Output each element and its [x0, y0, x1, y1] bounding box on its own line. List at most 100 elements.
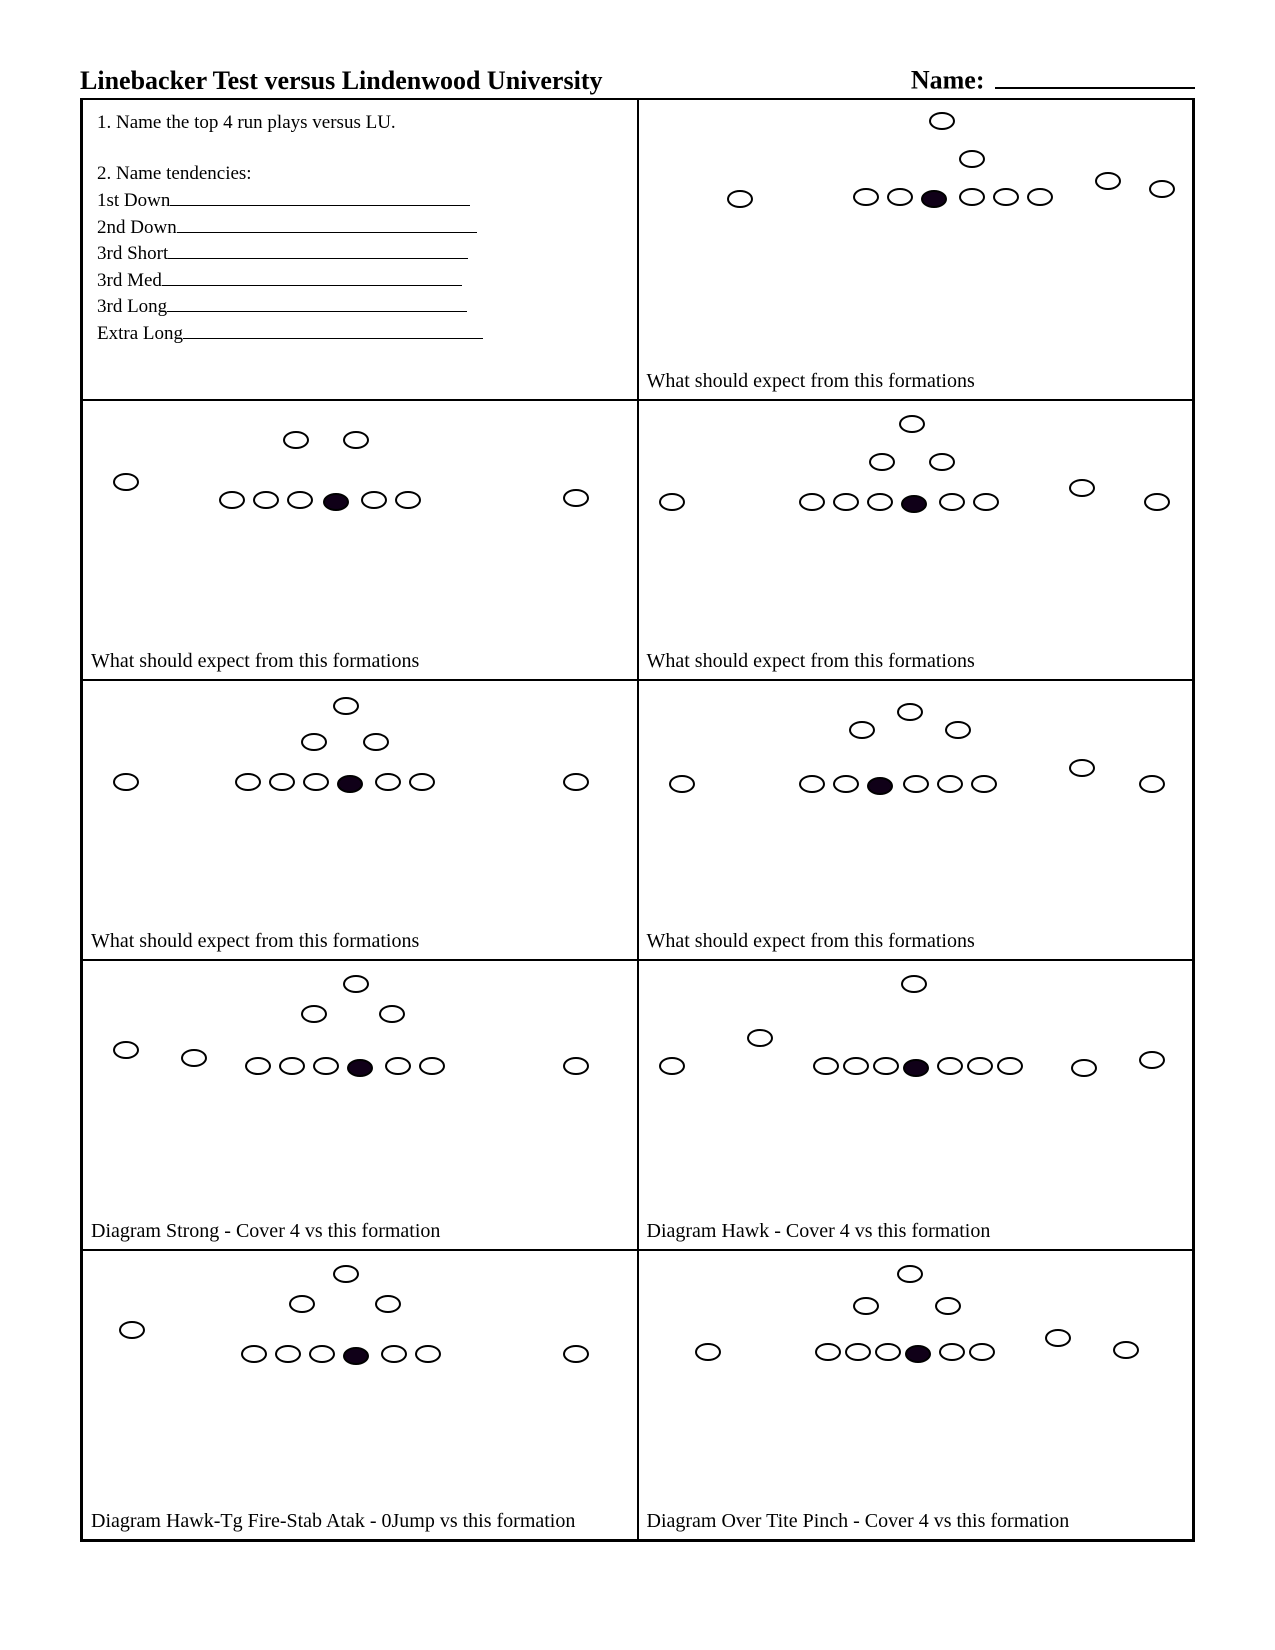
tendency-label: 3rd Med	[97, 270, 162, 291]
player-center-icon	[903, 1059, 929, 1077]
player-icon	[253, 491, 279, 509]
player-icon	[1095, 172, 1121, 190]
player-icon	[853, 1297, 879, 1315]
player-icon	[939, 493, 965, 511]
player-icon	[119, 1321, 145, 1339]
player-icon	[379, 1005, 405, 1023]
player-icon	[235, 773, 261, 791]
player-icon	[833, 775, 859, 793]
player-icon	[1113, 1341, 1139, 1359]
cell-caption: What should expect from this formations	[91, 650, 419, 673]
player-icon	[1139, 775, 1165, 793]
tendency-blank[interactable]	[167, 293, 467, 312]
player-icon	[799, 493, 825, 511]
player-icon	[313, 1057, 339, 1075]
player-icon	[343, 431, 369, 449]
player-icon	[993, 188, 1019, 206]
player-icon	[845, 1343, 871, 1361]
formation-diagram	[83, 961, 637, 1249]
tendency-line: 3rd Med	[97, 267, 623, 294]
player-icon	[375, 773, 401, 791]
player-icon	[343, 975, 369, 993]
player-icon	[563, 773, 589, 791]
player-icon	[1069, 759, 1095, 777]
player-icon	[875, 1343, 901, 1361]
tendency-blank[interactable]	[177, 214, 477, 233]
cell-caption: What should expect from this formations	[647, 930, 975, 953]
tendency-line: 2nd Down	[97, 214, 623, 241]
formation-diagram	[639, 401, 1193, 679]
player-icon	[241, 1345, 267, 1363]
player-icon	[897, 1265, 923, 1283]
player-center-icon	[921, 190, 947, 208]
formation-cell: Diagram Hawk - Cover 4 vs this formation	[638, 960, 1194, 1250]
player-icon	[799, 775, 825, 793]
formation-cell: Diagram Strong - Cover 4 vs this formati…	[82, 960, 638, 1250]
player-icon	[937, 1057, 963, 1075]
player-icon	[219, 491, 245, 509]
tendency-blank[interactable]	[168, 240, 468, 259]
player-icon	[997, 1057, 1023, 1075]
cell-caption: What should expect from this formations	[647, 370, 975, 393]
player-icon	[289, 1295, 315, 1313]
grid-row: 1. Name the top 4 run plays versus LU. 2…	[82, 100, 1193, 400]
player-icon	[381, 1345, 407, 1363]
player-icon	[897, 703, 923, 721]
player-icon	[929, 112, 955, 130]
player-icon	[853, 188, 879, 206]
player-icon	[937, 775, 963, 793]
player-icon	[973, 493, 999, 511]
name-field-label: Name:	[911, 60, 1195, 96]
player-icon	[849, 721, 875, 739]
formation-cell: What should expect from this formations	[82, 680, 638, 960]
player-icon	[1149, 180, 1175, 198]
player-icon	[415, 1345, 441, 1363]
cell-caption: Diagram Over Tite Pinch - Cover 4 vs thi…	[647, 1510, 1070, 1533]
player-icon	[275, 1345, 301, 1363]
tendency-blank[interactable]	[183, 320, 483, 339]
page-title: Linebacker Test versus Lindenwood Univer…	[80, 66, 602, 96]
formation-diagram	[639, 961, 1193, 1249]
player-icon	[287, 491, 313, 509]
tendency-blank[interactable]	[162, 267, 462, 286]
tendency-blank[interactable]	[170, 187, 470, 206]
player-icon	[903, 775, 929, 793]
player-center-icon	[337, 775, 363, 793]
player-icon	[747, 1029, 773, 1047]
player-icon	[1045, 1329, 1071, 1347]
player-icon	[1071, 1059, 1097, 1077]
player-icon	[333, 697, 359, 715]
name-blank-line[interactable]	[995, 60, 1195, 89]
cell-caption: Diagram Strong - Cover 4 vs this formati…	[91, 1220, 440, 1243]
player-icon	[813, 1057, 839, 1075]
player-icon	[395, 491, 421, 509]
formation-diagram	[639, 100, 1193, 399]
player-icon	[659, 493, 685, 511]
question-2-label: 2. Name tendencies:	[97, 161, 623, 187]
tendency-label: Extra Long	[97, 323, 183, 344]
grid-row: Diagram Hawk-Tg Fire-Stab Atak - 0Jump v…	[82, 1250, 1193, 1540]
player-icon	[309, 1345, 335, 1363]
player-icon	[935, 1297, 961, 1315]
tendency-line: Extra Long	[97, 320, 623, 347]
player-center-icon	[347, 1059, 373, 1077]
formation-cell: What should expect from this formations	[638, 680, 1194, 960]
player-icon	[419, 1057, 445, 1075]
player-icon	[385, 1057, 411, 1075]
player-icon	[113, 473, 139, 491]
grid-row: What should expect from this formations …	[82, 680, 1193, 960]
player-icon	[959, 150, 985, 168]
player-icon	[409, 773, 435, 791]
formation-diagram	[83, 1251, 637, 1539]
player-icon	[833, 493, 859, 511]
formation-diagram	[639, 681, 1193, 959]
tendency-label: 2nd Down	[97, 217, 177, 238]
player-icon	[333, 1265, 359, 1283]
player-icon	[563, 1057, 589, 1075]
player-icon	[301, 1005, 327, 1023]
player-icon	[945, 721, 971, 739]
formation-cell: What should expect from this formations	[82, 400, 638, 680]
grid-row: What should expect from this formations …	[82, 400, 1193, 680]
question-1: 1. Name the top 4 run plays versus LU.	[97, 110, 623, 136]
cell-caption: What should expect from this formations	[647, 650, 975, 673]
